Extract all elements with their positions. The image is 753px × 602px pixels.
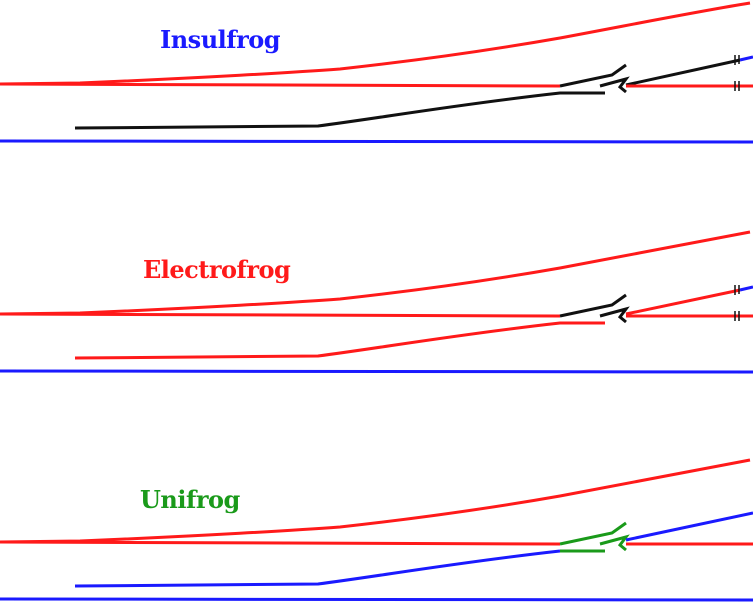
- unifrog-exit-diverging-rail: [625, 511, 753, 542]
- electrofrog-bottom-stock-rail: [0, 369, 753, 374]
- unifrog-frog: [559, 521, 630, 553]
- unifrog-straight-stock-rail: [0, 540, 561, 546]
- insulfrog-straight-stock-rail: [0, 82, 561, 88]
- insulfrog-closure-rail: [74, 91, 605, 130]
- electrofrog-insulated-joints: [734, 285, 740, 321]
- unifrog-diverging-stock-rail: [0, 458, 751, 544]
- insulfrog-panel: Insulfrog: [0, 1, 753, 144]
- insulfrog-exit-diverging-rail: [739, 55, 753, 62]
- insulfrog-bottom-stock-rail: [0, 139, 753, 144]
- electrofrog-exit-diverging-tail: [739, 285, 753, 292]
- unifrog-title: Unifrog: [140, 485, 240, 514]
- electrofrog-straight-stock-rail: [0, 312, 561, 318]
- insulfrog-title: Insulfrog: [160, 25, 281, 54]
- electrofrog-title: Electrofrog: [143, 255, 291, 284]
- unifrog-bottom-stock-rail: [0, 597, 753, 602]
- insulfrog-diverging-stock-rail: [0, 1, 751, 86]
- unifrog-closure-rail: [74, 549, 561, 588]
- insulfrog-insulated-joints: [734, 55, 740, 91]
- electrofrog-exit-diverging-rail: [625, 288, 741, 316]
- electrofrog-diverging-stock-rail: [0, 230, 751, 316]
- insulfrog-frog: [559, 58, 741, 94]
- electrofrog-frog: [559, 293, 630, 324]
- electrofrog-panel: Electrofrog: [0, 230, 753, 374]
- unifrog-panel: Unifrog: [0, 458, 753, 602]
- electrofrog-closure-rail: [74, 321, 605, 360]
